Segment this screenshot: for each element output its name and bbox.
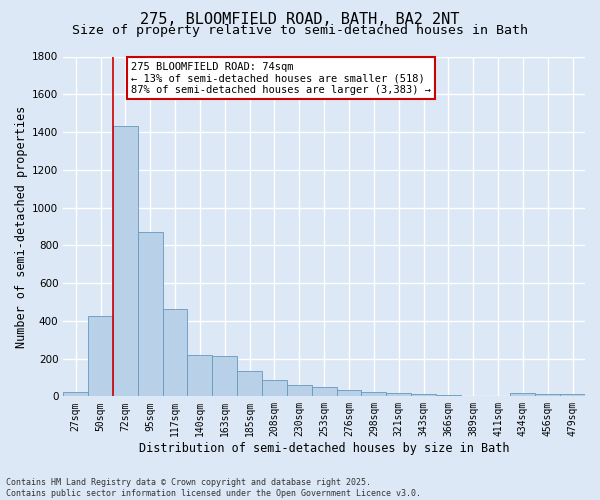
Bar bbox=[287, 385, 312, 396]
Text: Contains HM Land Registry data © Crown copyright and database right 2025.
Contai: Contains HM Land Registry data © Crown c… bbox=[6, 478, 421, 498]
Bar bbox=[138, 232, 163, 396]
Bar bbox=[63, 392, 88, 396]
Bar bbox=[511, 392, 535, 396]
Text: 275, BLOOMFIELD ROAD, BATH, BA2 2NT: 275, BLOOMFIELD ROAD, BATH, BA2 2NT bbox=[140, 12, 460, 28]
X-axis label: Distribution of semi-detached houses by size in Bath: Distribution of semi-detached houses by … bbox=[139, 442, 509, 455]
Bar bbox=[312, 388, 337, 396]
Bar bbox=[560, 394, 585, 396]
Bar bbox=[237, 371, 262, 396]
Bar bbox=[262, 380, 287, 396]
Bar bbox=[386, 393, 411, 396]
Text: Size of property relative to semi-detached houses in Bath: Size of property relative to semi-detach… bbox=[72, 24, 528, 37]
Bar bbox=[411, 394, 436, 396]
Bar bbox=[187, 355, 212, 397]
Y-axis label: Number of semi-detached properties: Number of semi-detached properties bbox=[15, 106, 28, 348]
Bar bbox=[337, 390, 361, 396]
Bar bbox=[163, 310, 187, 396]
Bar bbox=[212, 356, 237, 397]
Bar bbox=[361, 392, 386, 396]
Bar bbox=[88, 316, 113, 396]
Bar bbox=[113, 126, 138, 396]
Text: 275 BLOOMFIELD ROAD: 74sqm
← 13% of semi-detached houses are smaller (518)
87% o: 275 BLOOMFIELD ROAD: 74sqm ← 13% of semi… bbox=[131, 62, 431, 95]
Bar bbox=[535, 394, 560, 396]
